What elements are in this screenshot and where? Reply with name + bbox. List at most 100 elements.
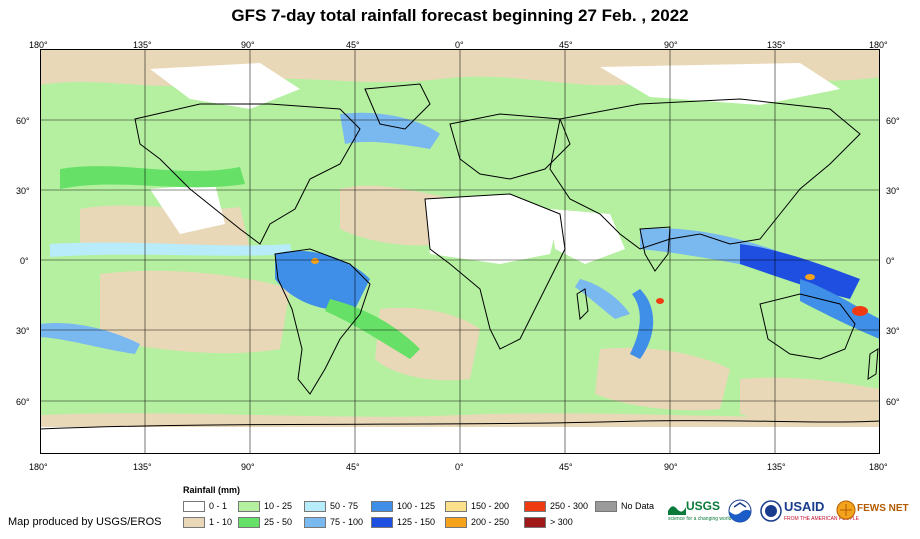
legend-swatch-over-300 [524, 517, 546, 528]
legend-label-150-200: 150 - 200 [471, 501, 510, 511]
fewsnet-logo-icon [836, 500, 856, 520]
coast-new-zealand [867, 348, 879, 380]
coast-europe [449, 113, 571, 180]
legend-label-100-125: 100 - 125 [397, 501, 436, 511]
legend-label-50-75: 50 - 75 [330, 501, 359, 511]
rainfall-map [40, 49, 880, 454]
dry-south-indian [595, 347, 730, 411]
lon-tick-bottom-3: 45° [346, 462, 360, 472]
legend-swatch-150-200 [445, 501, 467, 512]
extreme-rain-spot-4 [311, 258, 319, 264]
coast-south-america [274, 248, 371, 395]
lat-tick-left-3: 30° [16, 326, 30, 336]
graticule [40, 49, 880, 454]
lon-tick-top-4: 0° [455, 40, 464, 50]
extreme-rain-spot-2 [805, 274, 815, 280]
lon-tick-bottom-4: 0° [455, 462, 464, 472]
extreme-rain-spot-3 [656, 298, 664, 304]
lat-tick-right-3: 30° [886, 326, 900, 336]
rain-band-north-atlantic [340, 112, 440, 149]
rain-band-maritime-continent [740, 244, 860, 299]
legend-title: Rainfall (mm) [183, 485, 241, 495]
legend-label-no-data: No Data [621, 501, 655, 511]
rain-band-amazon [275, 250, 370, 310]
lon-tick-bottom-2: 90° [241, 462, 255, 472]
legend-swatch-50-75 [304, 501, 326, 512]
lon-tick-top-6: 90° [664, 40, 678, 50]
legend-label-10-25: 10 - 25 [264, 501, 293, 511]
lon-tick-bottom-6: 90° [664, 462, 678, 472]
legend-swatch-75-100 [304, 517, 326, 528]
lat-tick-left-0: 60° [16, 116, 30, 126]
coast-antarctica [40, 420, 880, 430]
coast-india [639, 226, 671, 272]
coast-greenland [364, 83, 431, 130]
legend-swatch-100-125 [371, 501, 393, 512]
lat-tick-left-4: 60° [16, 397, 30, 407]
fewsnet-logo: FEWS NET [857, 503, 909, 514]
usaid-logo: USAID [784, 499, 825, 514]
legend-swatch-25-50 [238, 517, 260, 528]
coast-madagascar [576, 288, 589, 321]
legend-label-75-100: 75 - 100 [330, 517, 364, 527]
dry-arctic-north-america [150, 63, 300, 109]
lon-tick-top-0: 180° [29, 40, 48, 50]
lon-tick-bottom-7: 135° [767, 462, 786, 472]
lon-tick-bottom-5: 45° [559, 462, 573, 472]
dry-arabia [550, 209, 625, 264]
rain-band-madagascar [575, 279, 630, 319]
usgs-logo-icon [668, 506, 686, 515]
coast-australia [759, 293, 856, 360]
legend-label-250-300: 250 - 300 [550, 501, 589, 511]
coast-north-america [134, 103, 361, 245]
lat-tick-right-4: 60° [886, 397, 900, 407]
rain-band-itcz-pacific [50, 242, 292, 257]
map-frame [40, 49, 880, 454]
legend-label-125-150: 125 - 150 [397, 517, 436, 527]
dry-south-atlantic [375, 307, 480, 381]
legend-label-1-10: 1 - 10 [209, 517, 233, 527]
legend-swatch-250-300 [524, 501, 546, 512]
usgs-tagline: science for a changing world [668, 516, 732, 522]
legend-swatch-125-150 [371, 517, 393, 528]
rain-band-south-pacific [40, 323, 140, 354]
lon-tick-bottom-8: 180° [869, 462, 888, 472]
dry-siberia [600, 63, 840, 105]
lon-tick-top-1: 135° [133, 40, 152, 50]
legend-swatch-200-250 [445, 517, 467, 528]
rain-band-south-indian [630, 289, 654, 359]
dry-south-pacific [100, 270, 290, 354]
legend-swatch-1-10 [183, 517, 205, 528]
lon-tick-top-2: 90° [241, 40, 255, 50]
coastlines [40, 83, 880, 430]
coast-africa [424, 193, 566, 350]
lat-tick-left-2: 0° [20, 256, 29, 266]
legend-label-200-250: 200 - 250 [471, 517, 510, 527]
extreme-rain-spot-1 [852, 306, 868, 316]
usaid-tagline: FROM THE AMERICAN PEOPLE [784, 516, 859, 522]
legend-swatch-no-data [595, 501, 617, 512]
lat-tick-right-2: 0° [886, 256, 895, 266]
lat-tick-left-1: 30° [16, 186, 30, 196]
legend-swatch-10-25 [238, 501, 260, 512]
legend-swatch-0-1 [183, 501, 205, 512]
lat-tick-right-1: 30° [886, 186, 900, 196]
lat-tick-right-0: 60° [886, 116, 900, 126]
legend-label-0-1: 0 - 1 [209, 501, 228, 511]
dry-sahara [425, 194, 560, 264]
legend-label-25-50: 25 - 50 [264, 517, 293, 527]
lon-tick-bottom-0: 180° [29, 462, 48, 472]
lon-tick-top-7: 135° [767, 40, 786, 50]
credit-text: Map produced by USGS/EROS [8, 516, 162, 528]
lon-tick-top-5: 45° [559, 40, 573, 50]
lon-tick-top-3: 45° [346, 40, 360, 50]
lon-tick-bottom-1: 135° [133, 462, 152, 472]
map-title: GFS 7-day total rainfall forecast beginn… [231, 6, 689, 25]
legend-label-over-300: > 300 [550, 517, 573, 527]
rain-band-north-pacific [60, 166, 245, 189]
lon-tick-top-8: 180° [869, 40, 888, 50]
rain-band-southwest-pacific [800, 279, 880, 339]
dry-north-america-west [150, 184, 225, 234]
coast-asia [549, 98, 861, 250]
usaid-seal-icon [760, 500, 782, 522]
